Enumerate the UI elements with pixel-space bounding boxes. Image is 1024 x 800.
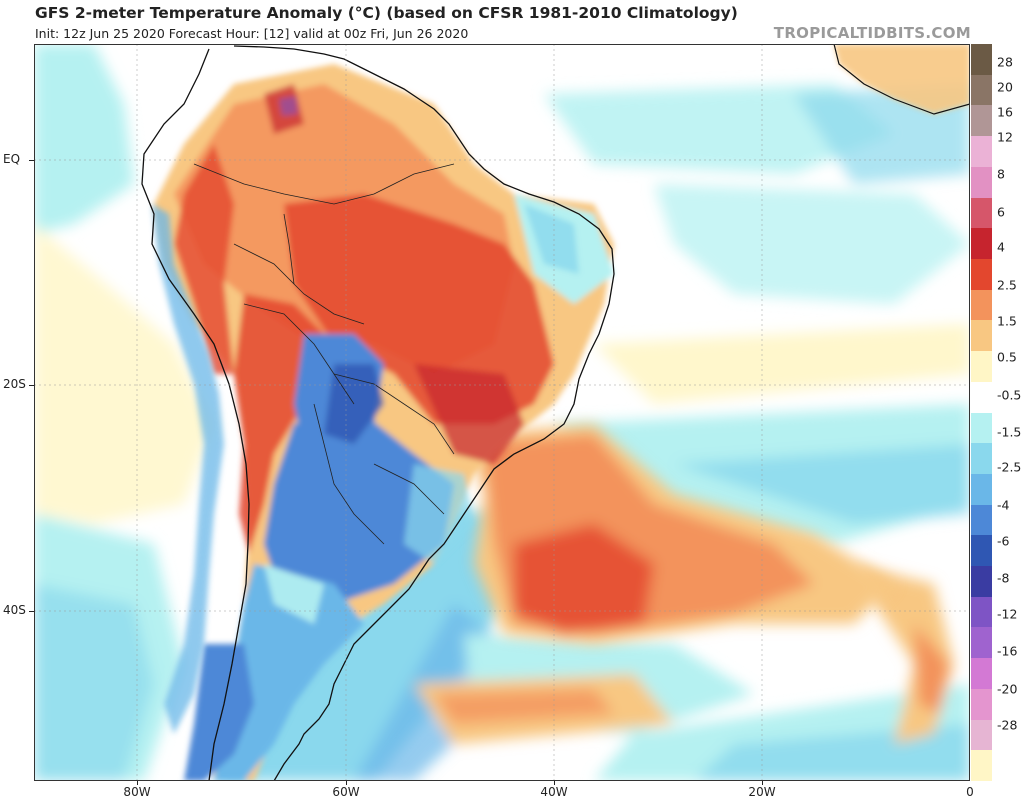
colorbar-swatch [971, 197, 992, 229]
colorbar-swatch [971, 658, 992, 690]
map-subtitle: Init: 12z Jun 25 2020 Forecast Hour: [12… [35, 26, 469, 41]
lat-label-20s: 20S [3, 377, 26, 391]
colorbar-swatch [971, 228, 992, 260]
colorbar-label: -16 [997, 643, 1018, 659]
colorbar-label: 20 [997, 79, 1013, 95]
colorbar-swatch [971, 596, 992, 628]
colorbar-label: -4 [997, 497, 1010, 513]
colorbar-label: 1.5 [997, 313, 1017, 329]
lon-tick [137, 781, 138, 785]
country-borders [193, 163, 455, 545]
colorbar-label: 4 [997, 239, 1005, 255]
colorbar-swatch [971, 627, 992, 659]
colorbar-label: 28 [997, 54, 1013, 70]
brand-watermark: TROPICALTIDBITS.COM [773, 24, 971, 42]
colorbar-swatch [971, 351, 992, 383]
map-frame [34, 44, 970, 781]
lon-tick [346, 781, 347, 785]
lon-tick [554, 781, 555, 785]
lat-label-eq: EQ [3, 152, 21, 166]
colorbar-label: -12 [997, 606, 1018, 622]
colorbar-swatch [971, 136, 992, 168]
lat-tick [29, 160, 34, 161]
colorbar-label: 2.5 [997, 277, 1017, 293]
colorbar-label: -0.5 [997, 387, 1022, 403]
colorbar-label: 16 [997, 104, 1013, 120]
colorbar-label: 0.5 [997, 349, 1017, 365]
colorbar-swatch [971, 688, 992, 721]
colorbar-label: 6 [997, 204, 1005, 220]
colorbar-label: -1.5 [997, 424, 1022, 440]
colorbar-swatch [971, 535, 992, 567]
colorbar-swatch [971, 166, 992, 199]
colorbar-swatch [971, 381, 992, 413]
colorbar-swatch [971, 258, 992, 291]
colorbar-label: 8 [997, 166, 1005, 182]
continent-anomaly-field [154, 64, 614, 781]
lon-label-0: 0 [966, 785, 974, 799]
colorbar-label: 12 [997, 129, 1013, 145]
lon-label-60w: 60W [332, 785, 360, 799]
south-america-coastline [141, 45, 615, 781]
colorbar-swatch [971, 320, 992, 352]
colorbar-swatch [971, 443, 992, 475]
colorbar-label: -2.5 [997, 459, 1022, 475]
anomaly-map [34, 44, 970, 781]
colorbar-label: -6 [997, 533, 1010, 549]
map-title: GFS 2-meter Temperature Anomaly (°C) (ba… [35, 4, 738, 22]
lat-tick [29, 385, 34, 386]
colorbar-swatch [971, 473, 992, 506]
lat-lon-grid [34, 44, 970, 781]
colorbar-swatch [971, 289, 992, 321]
colorbar-label: -20 [997, 681, 1018, 697]
colorbar-label: -8 [997, 570, 1010, 586]
colorbar-swatch [971, 412, 992, 444]
colorbar-swatch [971, 74, 992, 106]
colorbar-swatch [971, 719, 992, 751]
map-canvas [34, 44, 970, 781]
colorbar [971, 44, 992, 782]
lat-label-40s: 40S [3, 603, 26, 617]
colorbar-swatch [971, 44, 992, 76]
colorbar-swatch [971, 504, 992, 536]
colorbar-swatch [971, 750, 992, 782]
warm-plume [464, 424, 894, 644]
andes-coastal-strip [152, 204, 224, 734]
lon-tick [762, 781, 763, 785]
colorbar-label: -28 [997, 717, 1018, 733]
africa-coast [833, 44, 970, 115]
ocean-anomaly-fields [34, 44, 970, 781]
colorbar-swatch [971, 566, 992, 598]
lat-tick [29, 611, 34, 612]
colorbar-swatch [971, 105, 992, 137]
lon-label-40w: 40W [540, 785, 568, 799]
lon-label-20w: 20W [748, 785, 776, 799]
lon-label-80w: 80W [123, 785, 151, 799]
